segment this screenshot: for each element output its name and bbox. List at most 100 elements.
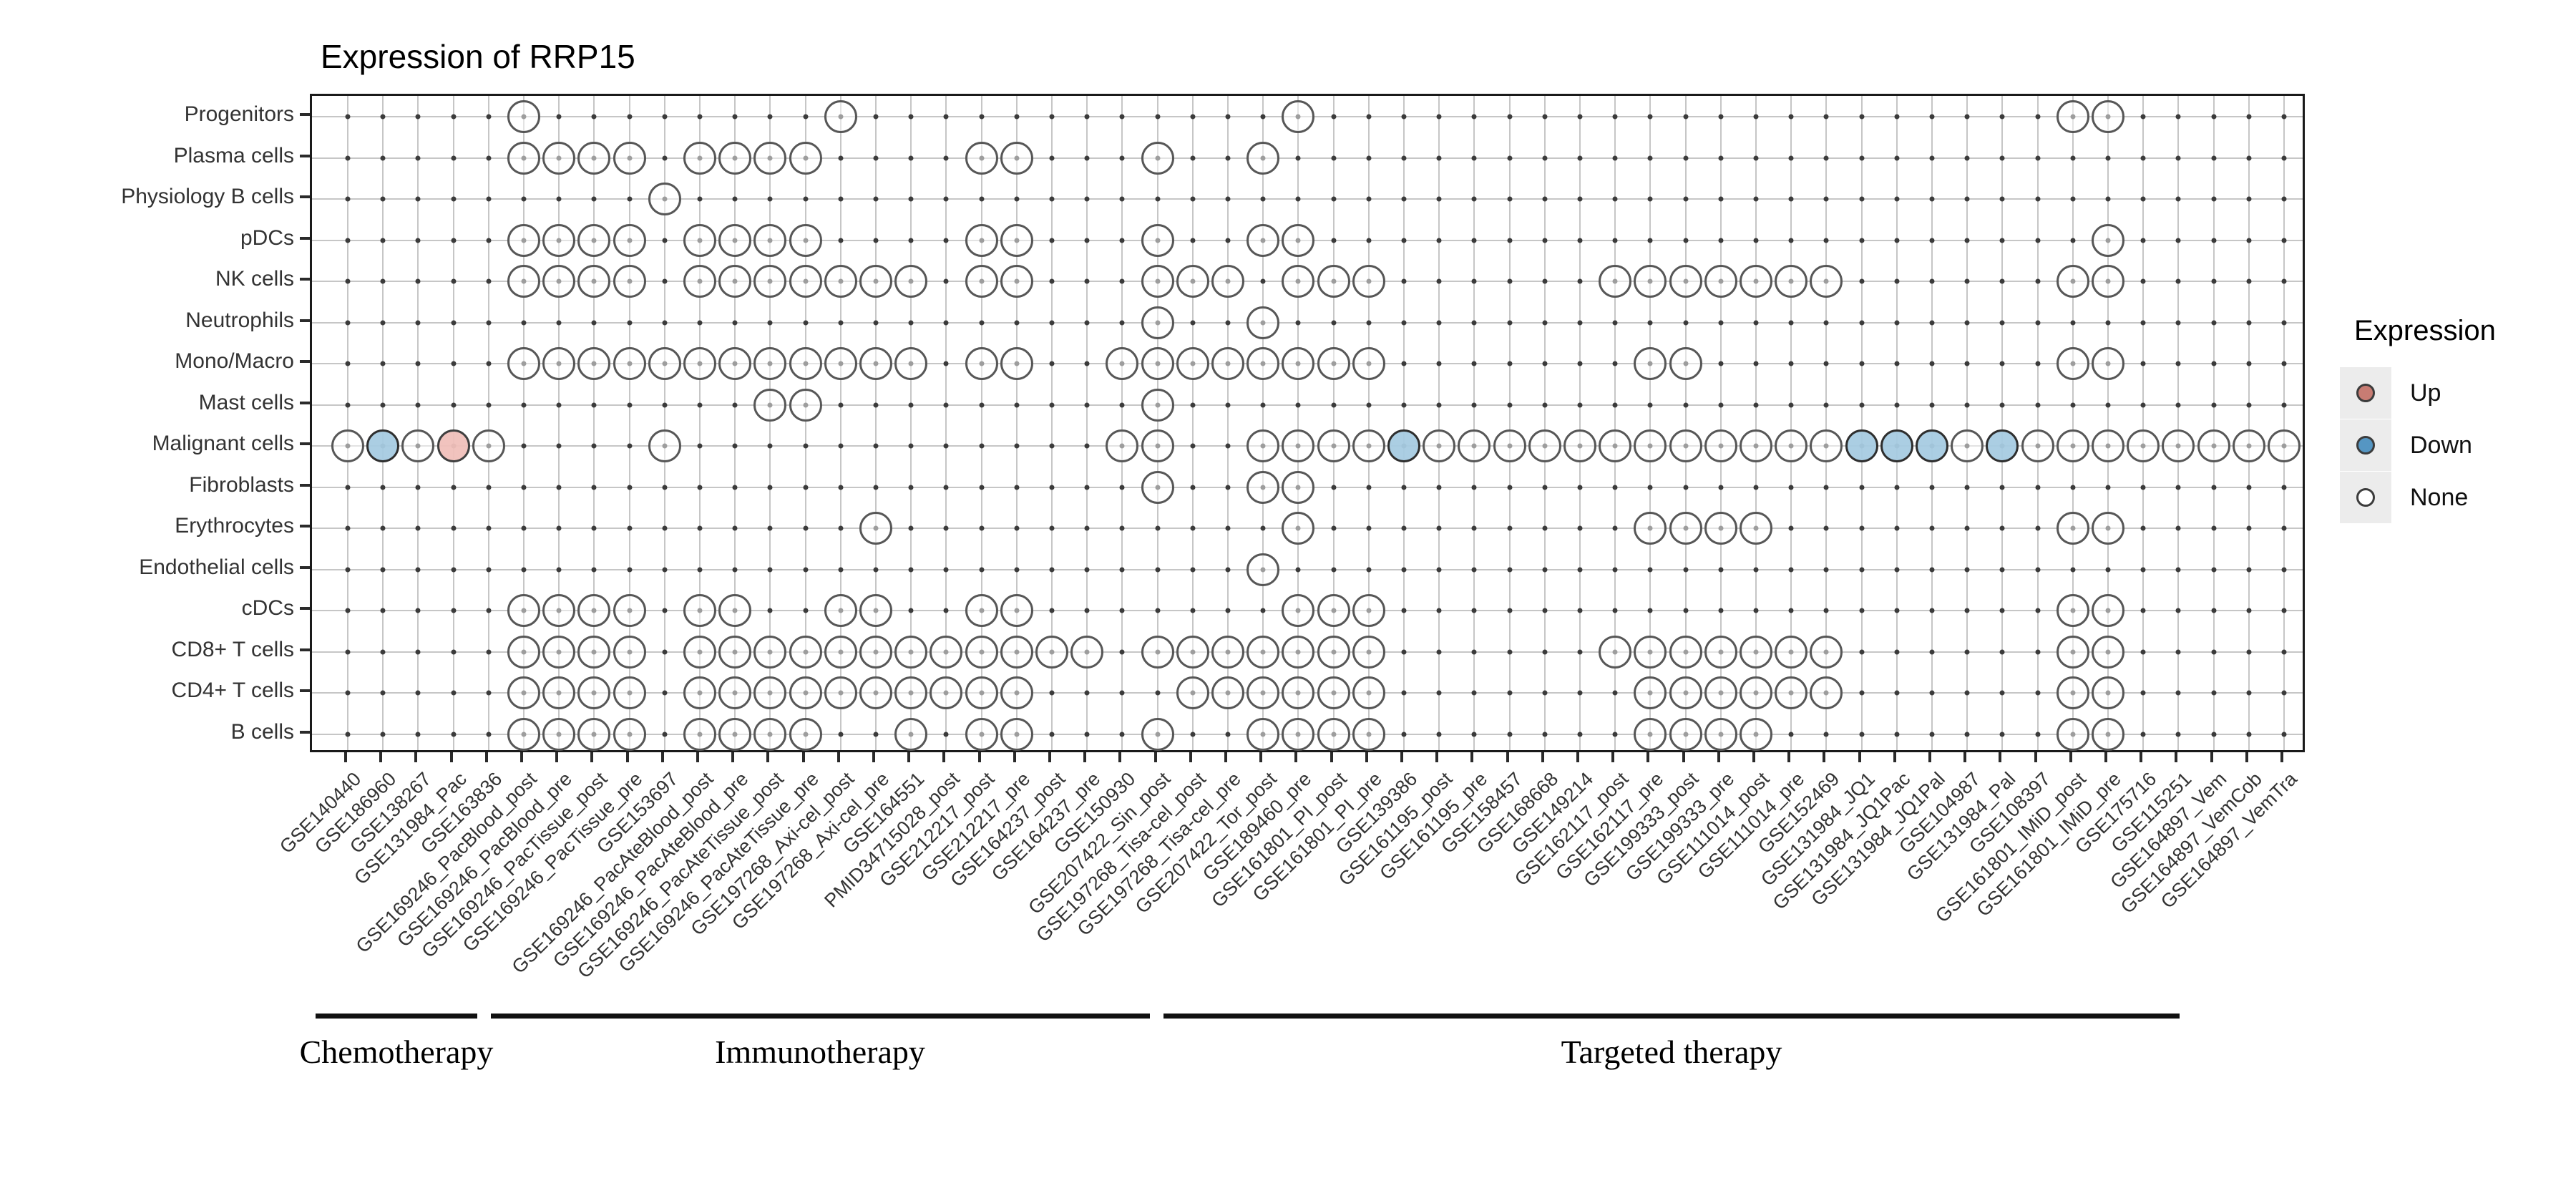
gridline-col [1614,96,1616,750]
cell-point [908,485,914,490]
cell-point [2175,732,2181,737]
cell-point [767,485,773,490]
expression-dot-none [965,265,998,298]
cell-point [2211,402,2217,407]
cell-point [1859,114,1865,120]
expression-dot-none [824,676,857,709]
cell-point [591,567,597,572]
x-tick [2140,752,2143,762]
expression-dot-none [577,676,611,709]
y-label-cdcs: cDCs [241,596,294,620]
cell-point [1366,196,1372,202]
cell-point [1647,567,1653,572]
cell-point [2140,320,2146,325]
expression-dot-none [930,676,963,709]
x-tick [1576,752,1579,762]
cell-point [1471,320,1477,325]
x-tick [872,752,875,762]
cell-point [1436,732,1442,737]
cell-point [345,320,351,325]
cell-point [1929,690,1935,696]
cell-point [838,196,844,202]
cell-point [838,238,844,243]
cell-point [415,402,421,407]
expression-dot-none [1246,429,1280,462]
expression-dot-none [1246,676,1280,709]
expression-dot-none [859,594,892,627]
cell-point [1295,567,1301,572]
cell-point [943,732,949,737]
x-tick [1963,752,1967,762]
expression-dot-none [1669,717,1702,751]
expression-dot-none [824,265,857,298]
cell-point [1894,567,1900,572]
cell-point [2105,567,2111,572]
cell-point [1014,525,1020,531]
cell-point [627,485,633,490]
cell-point [1999,361,2005,366]
cell-point [979,525,985,531]
cell-point [1084,155,1090,160]
legend-label-down: Down [2410,431,2472,459]
expression-dot-none [1141,429,1174,462]
y-tick [300,113,310,116]
cell-point [380,485,386,490]
cell-point [1894,525,1900,531]
cell-point [697,525,703,531]
gridline-col [804,96,806,750]
cell-point [1999,732,2005,737]
x-tick [1752,752,1755,762]
cell-point [2070,238,2076,243]
expression-dot-none [753,676,787,709]
expression-dot-none [1634,717,1667,751]
cell-point [943,567,949,572]
cell-point [1155,525,1161,531]
cell-point [1929,732,1935,737]
cell-point [451,567,457,572]
expression-dot-none [824,594,857,627]
cell-point [486,114,492,120]
expression-dot-down [1387,429,1420,462]
x-tick [590,752,594,762]
expression-dot-none [507,347,540,380]
cell-point [697,485,703,490]
cell-point [767,320,773,325]
cell-point [1823,196,1829,202]
cell-point [1225,155,1231,160]
cell-point [1507,525,1513,531]
expression-dot-none [2092,265,2124,298]
expression-dot-down [1845,429,1878,462]
cell-point [2281,114,2287,120]
cell-point [1753,114,1759,120]
gridline-col [1403,96,1405,750]
cell-point [1295,155,1301,160]
expression-dot-none [542,265,576,298]
cell-point [415,361,421,366]
cell-point [697,443,703,449]
cell-point [2246,525,2252,531]
plot-panel [310,94,2305,752]
expression-dot-none [648,183,681,215]
cell-point [943,278,949,284]
gridline-col [558,96,560,750]
cell-point [803,114,809,120]
cell-point [1577,608,1583,613]
cell-point [415,155,421,160]
cell-point [1119,608,1125,613]
cell-point [1999,649,2005,654]
cell-point [556,485,562,490]
cell-point [2175,361,2181,366]
cell-point [2140,155,2146,160]
expression-dot-none [331,429,364,462]
cell-point [767,567,773,572]
y-label-progenitors: Progenitors [184,102,294,126]
cell-point [2035,155,2041,160]
cell-point [1999,238,2005,243]
cell-point [1119,567,1125,572]
expression-dot-none [1740,265,1772,298]
cell-point [1119,320,1125,325]
cell-point [1612,196,1618,202]
cell-point [1929,485,1935,490]
cell-point [451,732,457,737]
expression-dot-none [542,635,576,669]
